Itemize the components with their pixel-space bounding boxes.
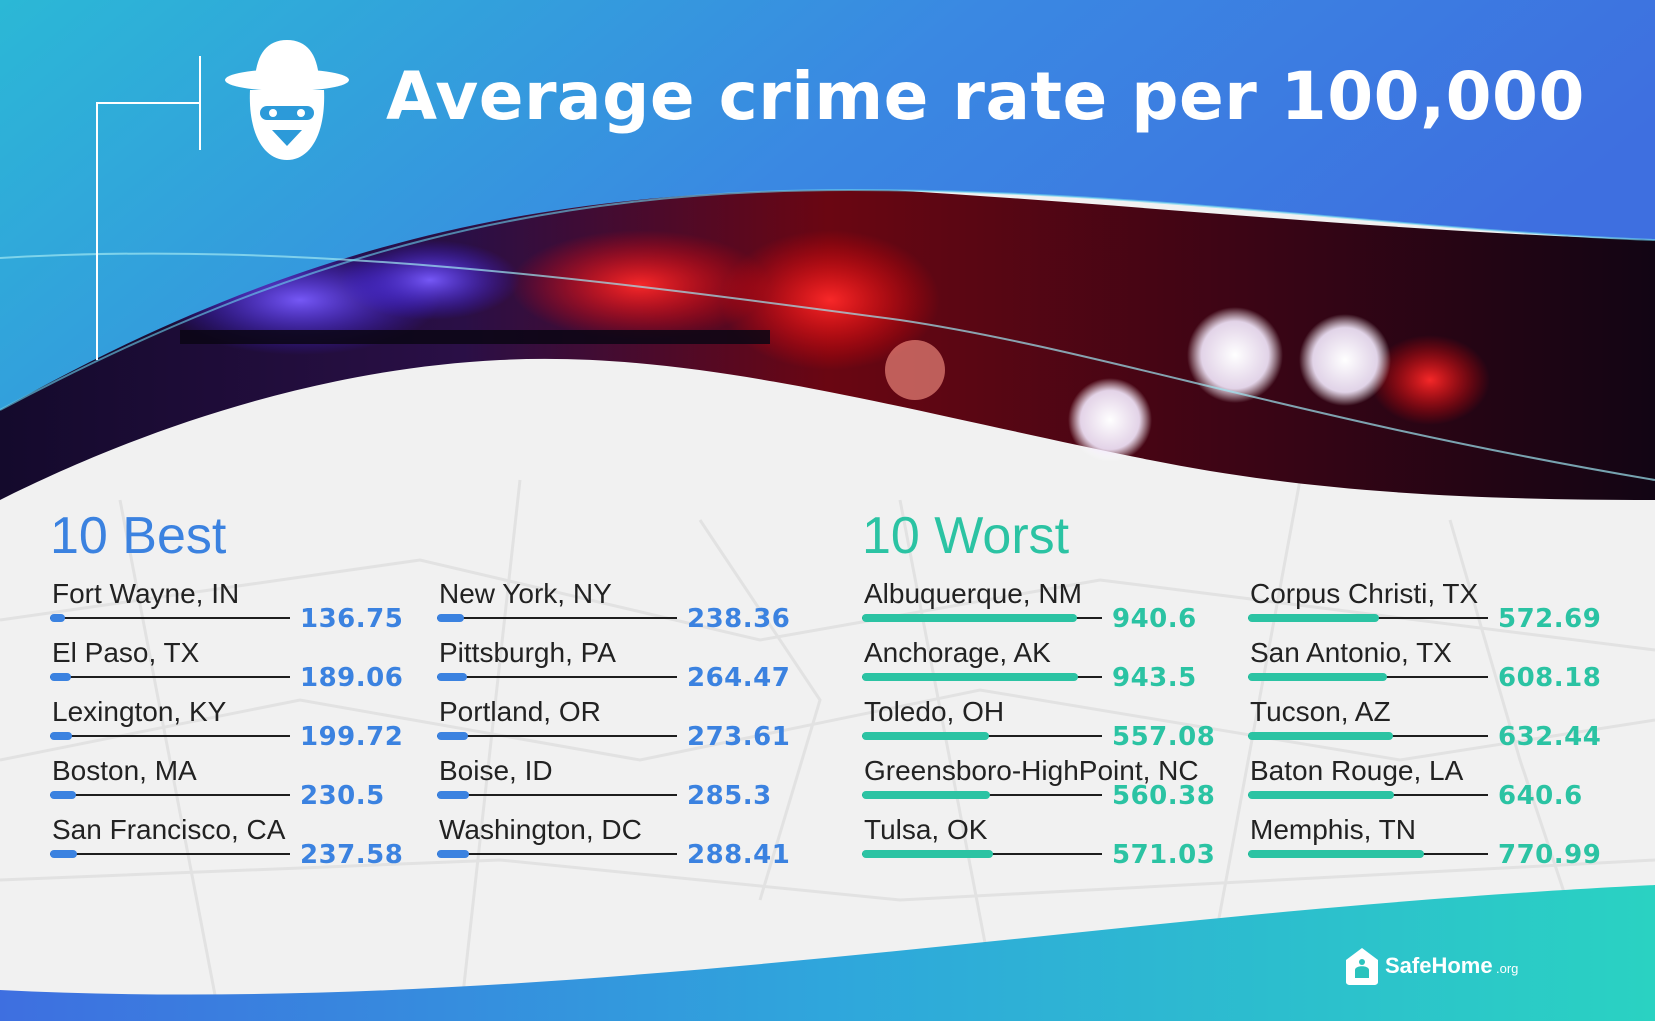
worst-entry: Anchorage, AK 943.5 (862, 637, 1212, 695)
best-entry: Fort Wayne, IN 136.75 (50, 578, 404, 636)
best-bar (437, 732, 468, 740)
best-entry: Pittsburgh, PA 264.47 (437, 637, 791, 695)
best-entry: Boston, MA 230.5 (50, 755, 400, 813)
worst-value-label: 632.44 (1498, 722, 1602, 752)
best-bar-track (437, 617, 677, 619)
best-city-label: New York, NY (439, 578, 612, 609)
brand-name: SafeHome (1385, 953, 1493, 978)
best-city-label: Boston, MA (52, 755, 197, 786)
worst-entry: Corpus Christi, TX 572.69 (1248, 578, 1602, 636)
worst-city-label: Greensboro-HighPoint, NC (864, 755, 1199, 786)
best-bar (50, 791, 76, 799)
best-entry: San Francisco, CA 237.58 (50, 814, 404, 872)
worst-city-label: San Antonio, TX (1250, 637, 1452, 668)
best-bar (437, 673, 467, 681)
best-bar-track (50, 617, 290, 619)
worst-value-label: 571.03 (1112, 840, 1216, 870)
worst-bar (1248, 850, 1424, 858)
best-city-label: Boise, ID (439, 755, 553, 786)
best-entry: New York, NY 238.36 (437, 578, 791, 636)
worst-value-label: 640.6 (1498, 781, 1583, 811)
brand-suffix: .org (1496, 961, 1519, 976)
worst-value-label: 940.6 (1112, 604, 1197, 634)
worst-city-label: Corpus Christi, TX (1250, 578, 1479, 609)
worst-value-label: 572.69 (1498, 604, 1602, 634)
best-bar-track (437, 676, 677, 678)
best-entry: Washington, DC 288.41 (437, 814, 791, 872)
best-bar-track (50, 853, 290, 855)
best-bar-track (50, 676, 290, 678)
best-value-label: 237.58 (300, 840, 404, 870)
best-entry: Lexington, KY 199.72 (50, 696, 404, 754)
best-value-label: 273.61 (687, 722, 791, 752)
worst-bar (862, 614, 1077, 622)
detective-hat-icon (225, 40, 349, 160)
worst-entry: Toledo, OH 557.08 (862, 696, 1216, 754)
worst-bar (1248, 791, 1394, 799)
worst-entry: Baton Rouge, LA 640.6 (1248, 755, 1598, 813)
worst-entry: Tulsa, OK 571.03 (862, 814, 1216, 872)
best-value-label: 199.72 (300, 722, 404, 752)
house-icon (1346, 948, 1378, 985)
best-city-label: Lexington, KY (52, 696, 227, 727)
worst-city-label: Tulsa, OK (864, 814, 988, 845)
worst-bar (1248, 614, 1379, 622)
worst-city-label: Toledo, OH (864, 696, 1005, 727)
best-city-label: Washington, DC (439, 814, 642, 845)
best-bar-track (437, 794, 677, 796)
best-value-label: 238.36 (687, 604, 791, 634)
worst-entry: Albuquerque, NM 940.6 (862, 578, 1212, 636)
worst-value-label: 560.38 (1112, 781, 1216, 811)
best-entry: Boise, ID 285.3 (437, 755, 787, 813)
page-title: Average crime rate per 100,000 (386, 58, 1585, 135)
best-bar-track (50, 794, 290, 796)
worst-value-label: 557.08 (1112, 722, 1216, 752)
best-bar (50, 614, 65, 622)
best-entry: Portland, OR 273.61 (437, 696, 791, 754)
best-bar (50, 850, 77, 858)
worst-city-label: Tucson, AZ (1250, 696, 1391, 727)
worst-bar (862, 732, 989, 740)
worst-value-label: 943.5 (1112, 663, 1197, 693)
worst-city-label: Albuquerque, NM (864, 578, 1082, 609)
best-city-label: El Paso, TX (52, 637, 200, 668)
worst-entry: San Antonio, TX 608.18 (1248, 637, 1602, 695)
worst-entry: Greensboro-HighPoint, NC 560.38 (862, 755, 1216, 813)
best-value-label: 230.5 (300, 781, 385, 811)
worst-city-label: Memphis, TN (1250, 814, 1416, 845)
best-city-label: San Francisco, CA (52, 814, 286, 845)
best-value-label: 285.3 (687, 781, 772, 811)
best-heading: 10 Best (50, 507, 227, 565)
worst-entry: Memphis, TN 770.99 (1248, 814, 1602, 872)
best-value-label: 288.41 (687, 840, 791, 870)
worst-value-label: 770.99 (1498, 840, 1602, 870)
worst-bar (862, 850, 993, 858)
worst-entry: Tucson, AZ 632.44 (1248, 696, 1602, 754)
best-bar (50, 673, 71, 681)
best-bar-track (437, 735, 677, 737)
best-value-label: 189.06 (300, 663, 404, 693)
best-bar (437, 850, 469, 858)
worst-bar (862, 673, 1078, 681)
worst-bar (1248, 732, 1393, 740)
worst-bar (1248, 673, 1387, 681)
best-city-label: Portland, OR (439, 696, 601, 727)
best-city-label: Pittsburgh, PA (439, 637, 616, 668)
worst-heading: 10 Worst (862, 507, 1070, 565)
best-bar-track (437, 853, 677, 855)
worst-value-label: 608.18 (1498, 663, 1602, 693)
best-value-label: 264.47 (687, 663, 791, 693)
worst-city-label: Anchorage, AK (864, 637, 1051, 668)
best-entry: El Paso, TX 189.06 (50, 637, 404, 695)
worst-city-label: Baton Rouge, LA (1250, 755, 1464, 786)
best-value-label: 136.75 (300, 604, 404, 634)
best-city-label: Fort Wayne, IN (52, 578, 240, 609)
worst-bar (862, 791, 990, 799)
best-bar (437, 614, 464, 622)
best-bar (437, 791, 469, 799)
best-bar (50, 732, 72, 740)
best-bar-track (50, 735, 290, 737)
